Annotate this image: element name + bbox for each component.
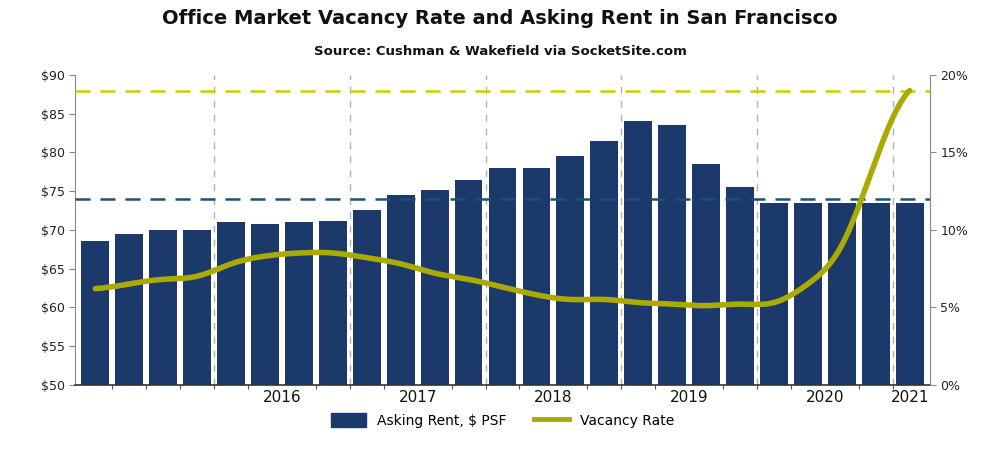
Bar xyxy=(726,187,754,469)
Bar xyxy=(115,234,143,469)
Bar xyxy=(590,141,618,469)
Bar xyxy=(217,222,245,469)
Bar xyxy=(556,156,584,469)
Bar xyxy=(183,230,211,469)
Text: Office Market Vacancy Rate and Asking Rent in San Francisco: Office Market Vacancy Rate and Asking Re… xyxy=(162,9,838,29)
Bar xyxy=(624,121,652,469)
Bar xyxy=(455,180,482,469)
Bar xyxy=(658,125,686,469)
Bar xyxy=(353,211,381,469)
Bar xyxy=(896,203,924,469)
Bar xyxy=(794,203,822,469)
Text: Source: Cushman & Wakefield via SocketSite.com: Source: Cushman & Wakefield via SocketSi… xyxy=(314,45,686,58)
Bar xyxy=(251,224,279,469)
Bar xyxy=(319,220,347,469)
Bar xyxy=(828,203,856,469)
Bar xyxy=(81,242,109,469)
Bar xyxy=(692,164,720,469)
Bar xyxy=(760,203,788,469)
Legend: Asking Rent, $ PSF, Vacancy Rate: Asking Rent, $ PSF, Vacancy Rate xyxy=(325,408,680,433)
Bar xyxy=(862,203,890,469)
Bar xyxy=(523,168,550,469)
Bar xyxy=(489,168,516,469)
Bar xyxy=(149,230,177,469)
Bar xyxy=(387,195,415,469)
Bar xyxy=(285,222,313,469)
Bar xyxy=(421,189,449,469)
